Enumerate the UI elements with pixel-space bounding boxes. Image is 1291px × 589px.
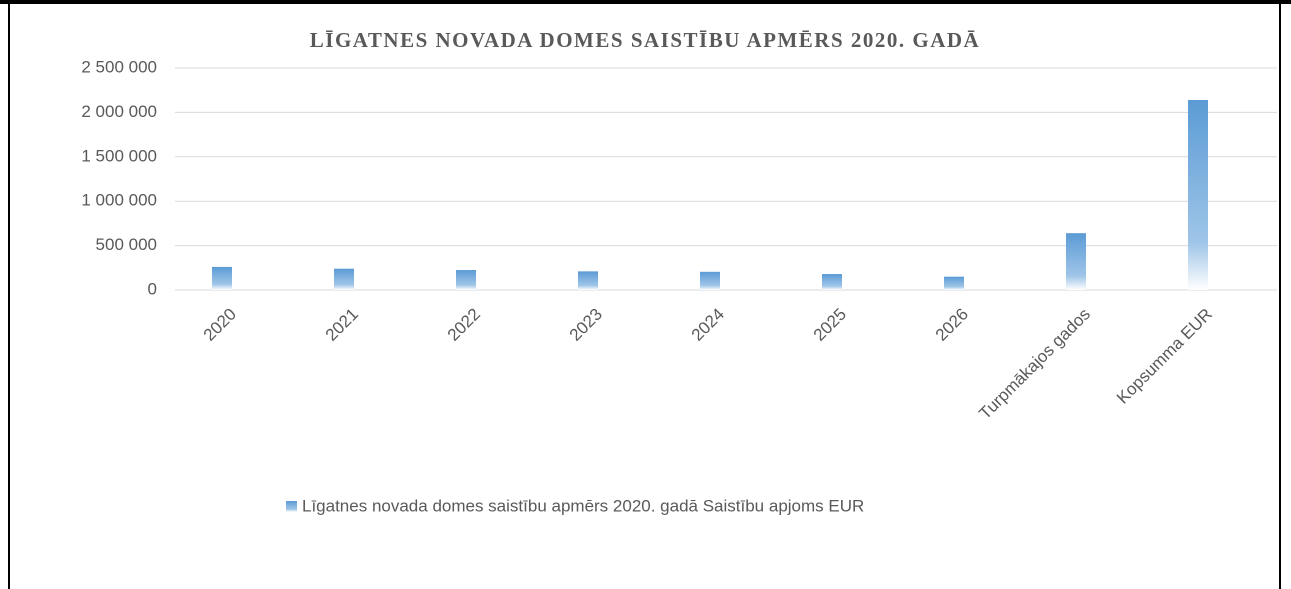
x-tick-label: Kopsumma EUR	[1113, 305, 1216, 408]
legend-label: Līgatnes novada domes saistību apmērs 20…	[302, 496, 864, 515]
legend-swatch	[286, 501, 297, 512]
x-tick-label: 2020	[200, 305, 240, 345]
bar	[1066, 233, 1086, 290]
bar	[944, 276, 964, 290]
y-tick-label: 2 500 000	[81, 57, 157, 76]
x-tick-label: 2026	[932, 305, 972, 345]
bar	[212, 266, 232, 290]
bar	[456, 270, 476, 290]
y-tick-label: 0	[148, 279, 157, 298]
bar	[334, 268, 354, 290]
frame-right	[1279, 4, 1281, 589]
x-tick-label: 2022	[444, 305, 484, 345]
bar	[822, 274, 842, 290]
y-tick-label: 2 000 000	[81, 102, 157, 121]
y-tick-label: 1 500 000	[81, 146, 157, 165]
y-tick-label: 1 000 000	[81, 191, 157, 210]
y-tick-label: 500 000	[96, 235, 157, 254]
x-tick-label: Turpmākajos gados	[975, 305, 1094, 424]
x-tick-label: 2023	[566, 305, 606, 345]
frame-left	[8, 4, 10, 589]
chart-title: LĪGATNES NOVADA DOMES SAISTĪBU APMĒRS 20…	[310, 28, 980, 52]
x-tick-label: 2021	[322, 305, 362, 345]
bar	[578, 271, 598, 290]
x-tick-label: 2025	[810, 305, 850, 345]
bar	[700, 271, 720, 290]
bar	[1188, 99, 1208, 290]
x-tick-label: 2024	[688, 305, 728, 345]
frame-top	[0, 0, 1291, 4]
